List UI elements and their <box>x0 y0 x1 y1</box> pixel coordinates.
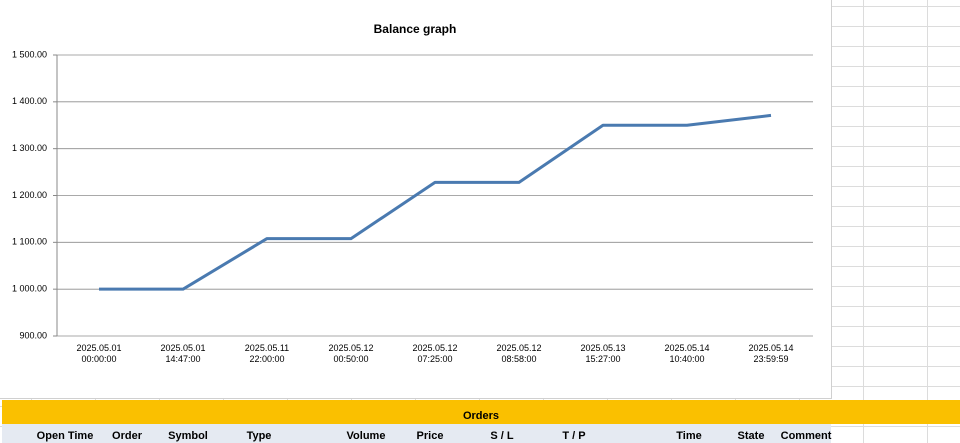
column-header: Volume <box>346 430 386 442</box>
column-header: Open Time <box>36 430 94 442</box>
column-header: Type <box>246 430 272 442</box>
orders-title: Orders <box>462 410 500 422</box>
y-tick-label: 1 300.00 <box>12 143 47 153</box>
column-header: State <box>737 430 765 442</box>
chart: Balance graph 900.00 1 000.00 1 100.00 1 20… <box>12 22 813 340</box>
chart-title: Balance graph <box>374 22 457 36</box>
column-header: Order <box>112 430 142 442</box>
column-header: T / P <box>562 430 586 442</box>
x-tick-label: 2025.05.14 10:40:00 <box>664 343 710 364</box>
y-tick-label: 1 500.00 <box>12 49 47 59</box>
y-tick-label: 1 200.00 <box>12 190 47 200</box>
x-tick-label: 2025.05.01 14:47:00 <box>160 343 206 364</box>
x-tick-label: 2025.05.12 08:58:00 <box>496 343 542 364</box>
column-header: Comment <box>780 430 832 442</box>
y-tick-label: 900.00 <box>19 330 47 340</box>
x-tick-label: 2025.05.12 00:50:00 <box>328 343 374 364</box>
x-tick-label: 2025.05.13 15:27:00 <box>580 343 626 364</box>
chart-box: Balance graph 900.00 1 000.00 1 100.00 1 20… <box>0 0 832 399</box>
y-tick-label: 1 400.00 <box>12 96 47 106</box>
x-tick-label: 2025.05.12 07:25:00 <box>412 343 458 364</box>
column-header: Time <box>676 430 702 442</box>
column-header: S / L <box>490 430 514 442</box>
y-tick-label: 1 100.00 <box>12 237 47 247</box>
x-tick-label: 2025.05.14 23:59:59 <box>748 343 794 364</box>
x-tick-label: 2025.05.11 22:00:00 <box>244 343 290 364</box>
x-tick-label: 2025.05.01 00:00:00 <box>76 343 122 364</box>
orders-columns: Open Time Order Symbol Type Volume Price S / L… <box>2 424 831 443</box>
column-header: Price <box>416 430 444 442</box>
y-tick-label: 1 000.00 <box>12 284 47 294</box>
column-header: Symbol <box>168 430 208 442</box>
balance-line <box>99 113 772 291</box>
orders-header: Orders <box>2 400 960 424</box>
